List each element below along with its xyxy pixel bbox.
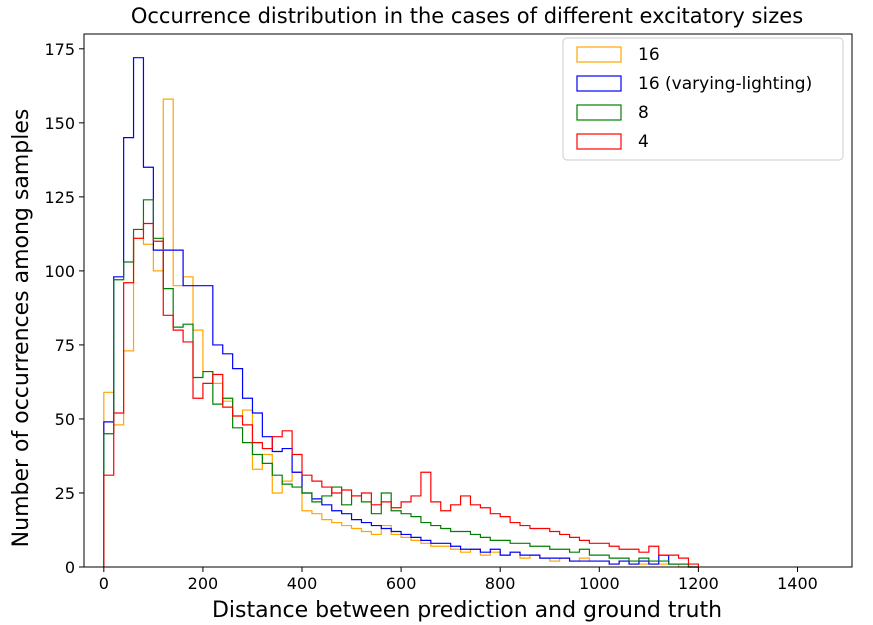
legend-box [562,37,844,161]
x-tick-label: 400 [287,574,318,593]
legend-swatch-2 [576,104,622,121]
legend-label-2: 8 [638,103,649,123]
legend-swatch-0 [576,46,622,63]
x-tick-label: 200 [188,574,219,593]
x-tick-label: 600 [386,574,417,593]
legend-swatch-1 [576,75,622,92]
legend-swatch-3 [576,133,622,150]
y-tick-label: 100 [44,262,75,281]
x-tick-label: 1400 [777,574,818,593]
legend-label-0: 16 [638,45,660,65]
x-tick-label: 1200 [678,574,719,593]
plot-frame [83,33,853,568]
x-tick-label: 1000 [579,574,620,593]
series-layer [103,57,699,568]
ticks-layer: 0 200 400 600 800 1000 1200 1400 0 25 50 75 100 125 15… [44,40,817,593]
y-tick-label: 125 [44,188,75,207]
y-tick-label: 175 [44,40,75,59]
histogram-series-1 [103,57,699,568]
y-tick-label: 75 [55,336,75,355]
histogram-series-3 [103,222,699,567]
x-axis-label: Distance between prediction and ground t… [212,598,722,623]
legend-label-1: 16 (varying-lighting) [638,74,812,94]
y-tick-label: 25 [55,484,75,503]
legend: 16 16 (varying-lighting) 8 4 [562,37,844,161]
chart-title: Occurrence distribution in the cases of … [131,4,803,28]
x-tick-label: 800 [485,574,516,593]
y-axis-label: Number of occurrences among samples [9,109,34,548]
y-tick-label: 50 [55,410,75,429]
x-tick-label: 0 [99,574,109,593]
y-tick-label: 150 [44,114,75,133]
legend-label-3: 4 [638,132,649,152]
y-tick-label: 0 [65,558,75,577]
